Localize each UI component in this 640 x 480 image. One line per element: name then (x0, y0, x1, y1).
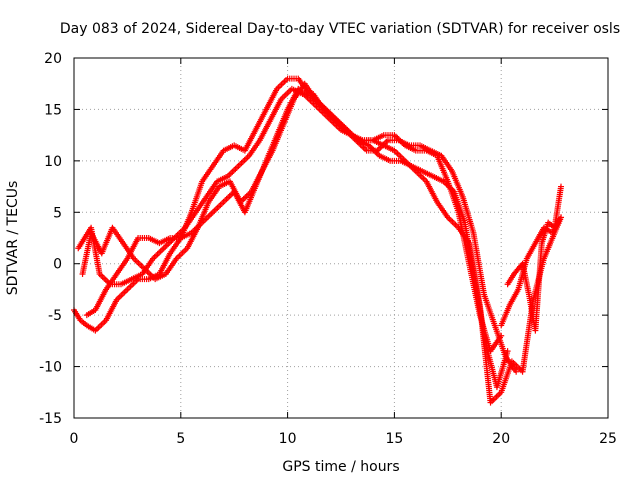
y-tick-label: -5 (48, 308, 62, 324)
chart-title: Day 083 of 2024, Sidereal Day-to-day VTE… (60, 21, 620, 37)
x-tick-label: 15 (385, 431, 403, 447)
y-tick-label: -15 (39, 411, 62, 427)
x-tick-label: 0 (70, 431, 79, 447)
x-tick-label: 25 (599, 431, 617, 447)
axis-ticks: 0 5 10 15 20 25 -15 -10 -5 0 5 10 15 20 (39, 51, 617, 447)
x-tick-label: 5 (176, 431, 185, 447)
x-axis-label: GPS time / hours (282, 459, 399, 475)
y-tick-label: 10 (44, 154, 62, 170)
y-tick-label: 20 (44, 51, 62, 67)
y-axis-label: SDTVAR / TECUs (5, 181, 21, 296)
series-track-6 (498, 214, 565, 329)
y-tick-label: 0 (53, 257, 62, 273)
y-tick-label: -10 (39, 360, 62, 376)
data-point (558, 183, 565, 190)
x-tick-label: 10 (279, 431, 297, 447)
data-points (71, 75, 565, 406)
data-point (504, 348, 511, 355)
y-tick-label: 5 (53, 205, 62, 221)
data-point (558, 214, 565, 221)
data-point (513, 368, 520, 375)
y-tick-label: 15 (44, 102, 62, 118)
plot-frame (73, 57, 609, 419)
x-tick-label: 20 (492, 431, 510, 447)
